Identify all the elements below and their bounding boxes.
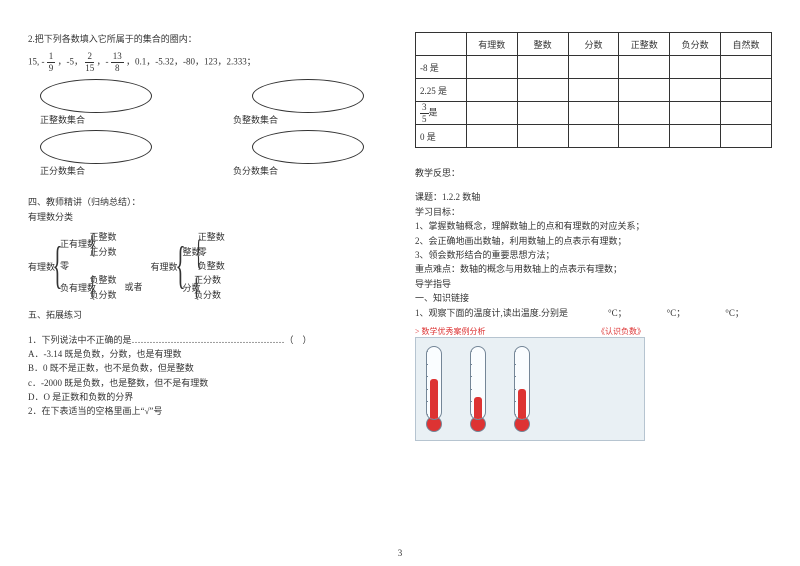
teaching-reflection: 教学反思： (415, 166, 772, 180)
thermometers-figure (415, 337, 645, 441)
thermo-header-left: > 数学优秀案例分析 (415, 326, 486, 337)
label-posint: 正整数集合 (40, 113, 85, 126)
observe-thermometer: 1、观察下面的温度计,读出温度.分别是 °C； °C； °C； (415, 306, 772, 320)
objectives-heading: 学习目标： (415, 205, 772, 219)
thermometer-2 (470, 346, 486, 432)
classification-trees: 有理数 { 正有理数 { 正整数正分数 零 负有理数 { 负整数负分数 (28, 230, 385, 302)
difficulty: 重点难点：数轴的概念与用数轴上的点表示有理数； (415, 262, 772, 276)
objective-2: 2、会正确地画出数轴，利用数轴上的点表示有理数； (415, 234, 772, 248)
section-5-heading: 五、拓展练习 (28, 308, 385, 322)
thermometer-3 (514, 346, 530, 432)
objective-1: 1、掌握数轴概念，理解数轴上的点和有理数的对应关系； (415, 219, 772, 233)
section-1-heading: 一、知识链接 (415, 291, 772, 305)
thermometer-1 (426, 346, 442, 432)
option-d: D．O 是正数和负数的分界 (28, 390, 385, 404)
classification-table: 有理数 整数 分数 正整数 负分数 自然数 -8 是 2.25 是 35是 0 … (415, 32, 772, 148)
question-1: 1．下列说法中不正确的是……………………………………………（ ） (28, 333, 385, 347)
set-ellipse-posfrac (40, 130, 152, 164)
section-4-heading: 四、教师精讲（归纳总结）： (28, 195, 385, 209)
set-ellipse-negfrac (252, 130, 364, 164)
number-list: 15, - 19 ，-5， 215 ，- 138 ，0.1，-5.32，-80，… (28, 52, 385, 73)
guide-heading: 导学指导 (415, 277, 772, 291)
label-negfrac: 负分数集合 (233, 164, 278, 177)
page-number: 3 (0, 548, 800, 558)
option-a: A．-3.14 既是负数，分数，也是有理数 (28, 347, 385, 361)
option-b: B．0 既不是正数，也不是负数，但是整数 (28, 361, 385, 375)
label-posfrac: 正分数集合 (40, 164, 85, 177)
set-ellipse-posint (40, 79, 152, 113)
label-negint: 负整数集合 (233, 113, 278, 126)
set-ellipse-negint (252, 79, 364, 113)
lesson-title: 课题：1.2.2 数轴 (415, 190, 772, 204)
option-c: c．-2000 既是负数，也是整数，但不是有理数 (28, 376, 385, 390)
question-2b: 2．在下表适当的空格里画上“√”号 (28, 404, 385, 418)
rational-classification-title: 有理数分类 (28, 210, 385, 224)
thermo-header-right: 《认识负数》 (597, 326, 645, 337)
objective-3: 3、领会数形结合的重要思想方法； (415, 248, 772, 262)
question-2-heading: 2.把下列各数填入它所属于的集合的圈内： (28, 32, 385, 46)
